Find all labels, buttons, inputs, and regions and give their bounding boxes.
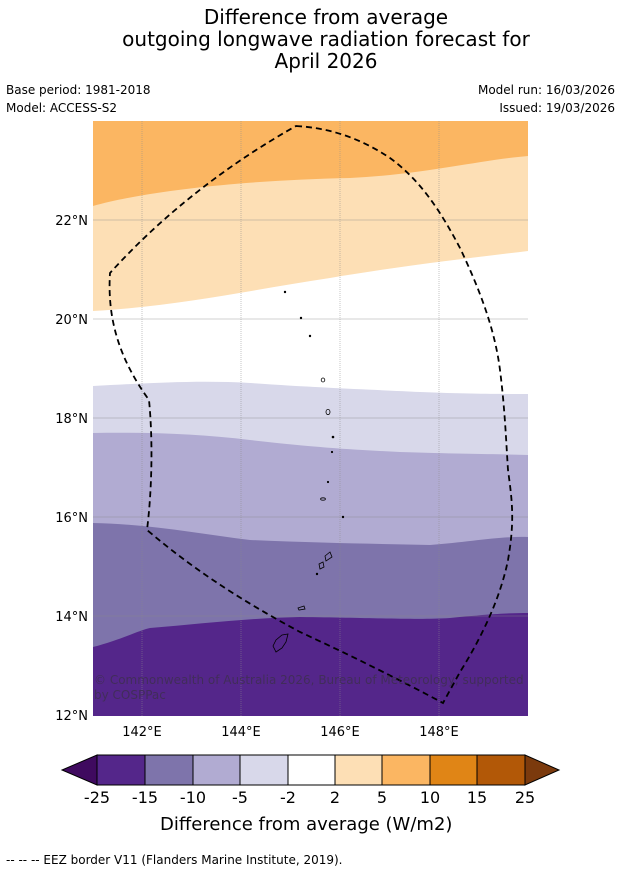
island-pagan [325, 408, 331, 415]
colorbar-segment-5 [287, 754, 336, 786]
colorbar-tick-6: 2 [329, 788, 341, 807]
colorbar-segment-2 [144, 754, 194, 786]
gridlines [93, 121, 528, 716]
island-aguijan [315, 572, 319, 576]
island-rota [297, 605, 306, 611]
colorbar-tick-8: 10 [419, 788, 441, 807]
colorbar-tick-10: 25 [514, 788, 536, 807]
island-maug [299, 316, 303, 320]
island-asuncion [308, 334, 312, 338]
island-guam [272, 633, 289, 653]
island-tinian [318, 561, 325, 570]
colorbar-segment-4 [239, 754, 289, 786]
lat-label-12: 12°N [55, 709, 88, 724]
copyright-line-1: © Commonwealth of Australia 2026, Bureau… [94, 673, 524, 687]
colorbar-tick-2: -15 [131, 788, 159, 807]
lat-label-18: 18°N [55, 412, 88, 427]
lon-axis: 142°E 144°E 146°E 148°E [122, 725, 459, 740]
island-agrihan [320, 377, 326, 383]
lat-label-20: 20°N [55, 313, 88, 328]
copyright-line-2: by COSPPac [94, 688, 166, 702]
colorbar-segment-9 [476, 754, 526, 786]
issued-date: Issued: 19/03/2026 [499, 101, 615, 115]
island-sarigan [326, 480, 330, 484]
colorbar-title: Difference from average (W/m2) [160, 814, 453, 835]
model-name: Model: ACCESS-S2 [6, 101, 118, 115]
colorbar-segment-1 [96, 754, 146, 786]
title-line-3: April 2026 [274, 49, 378, 73]
map-area: © Commonwealth of Australia 2026, Bureau… [93, 121, 528, 716]
colorbar-segment-7 [381, 754, 431, 786]
meta-right: Model run: 16/03/2026 Issued: 19/03/2026 [478, 81, 615, 117]
chart-title: Difference from average outgoing longwav… [0, 6, 621, 72]
colorbar-tick-5: -2 [280, 788, 296, 807]
model-run: Model run: 16/03/2026 [477, 83, 615, 97]
lon-label-144: 144°E [221, 725, 261, 740]
colorbar-tick-7: 5 [376, 788, 388, 807]
lon-label-142: 142°E [122, 725, 162, 740]
lat-label-14: 14°N [55, 610, 88, 625]
colorbar-low-extension [60, 754, 98, 786]
meta-left: Base period: 1981-2018 Model: ACCESS-S2 [6, 81, 151, 117]
eez-border [108, 125, 514, 705]
island-guguan [330, 450, 334, 454]
island-alamagan [331, 435, 335, 439]
colorbar-segment-6 [334, 754, 383, 786]
island-anatahan [320, 497, 326, 501]
island-farallon-de-medinilla [341, 515, 345, 519]
colorbar-tick-9: 15 [466, 788, 488, 807]
title-line-1: Difference from average [203, 5, 449, 29]
eez-footnote: -- -- -- EEZ border V11 (Flanders Marine… [6, 853, 343, 867]
colorbar [60, 754, 561, 786]
colorbar-tick-3: -10 [179, 788, 207, 807]
islands [272, 290, 345, 653]
lon-label-148: 148°E [419, 725, 459, 740]
lon-label-146: 146°E [320, 725, 360, 740]
lat-label-16: 16°N [55, 511, 88, 526]
title-line-2: outgoing longwave radiation forecast for [122, 27, 530, 51]
island-saipan [324, 551, 333, 562]
colorbar-tick-1: -25 [83, 788, 111, 807]
colorbar-segment-8 [429, 754, 478, 786]
island-farallon-de-pajaros [283, 290, 287, 294]
base-period: Base period: 1981-2018 [6, 83, 151, 97]
colorbar-segment-3 [192, 754, 241, 786]
lat-axis: 22°N 20°N 18°N 16°N 14°N 12°N [55, 214, 88, 724]
colorbar-high-extension [524, 754, 561, 786]
lat-label-22: 22°N [55, 214, 88, 229]
colorbar-tick-4: -5 [232, 788, 248, 807]
